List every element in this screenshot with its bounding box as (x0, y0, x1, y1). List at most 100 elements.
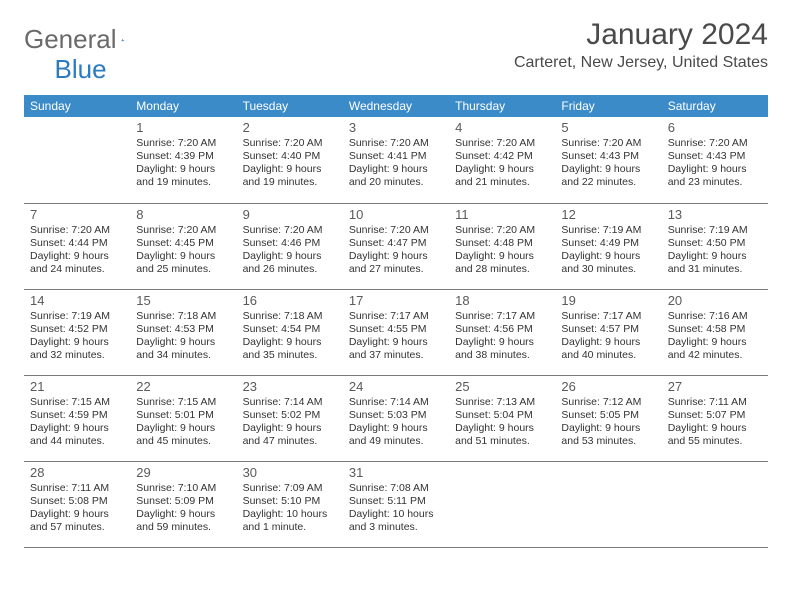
daylight-line: Daylight: 9 hours and 27 minutes. (349, 250, 443, 276)
sunrise-line: Sunrise: 7:20 AM (561, 137, 655, 150)
day-details: Sunrise: 7:19 AMSunset: 4:49 PMDaylight:… (561, 224, 655, 277)
day-details: Sunrise: 7:20 AMSunset: 4:42 PMDaylight:… (455, 137, 549, 190)
sunset-line: Sunset: 4:57 PM (561, 323, 655, 336)
day-number: 23 (243, 379, 337, 394)
sunrise-line: Sunrise: 7:09 AM (243, 482, 337, 495)
sunrise-line: Sunrise: 7:19 AM (668, 224, 762, 237)
daylight-line: Daylight: 9 hours and 42 minutes. (668, 336, 762, 362)
day-number: 28 (30, 465, 124, 480)
sunset-line: Sunset: 4:47 PM (349, 237, 443, 250)
sunrise-line: Sunrise: 7:20 AM (349, 137, 443, 150)
sunset-line: Sunset: 4:55 PM (349, 323, 443, 336)
day-number: 1 (136, 120, 230, 135)
calendar-day-cell: 1Sunrise: 7:20 AMSunset: 4:39 PMDaylight… (130, 117, 236, 203)
calendar-day-cell: 29Sunrise: 7:10 AMSunset: 5:09 PMDayligh… (130, 461, 236, 547)
sunset-line: Sunset: 4:43 PM (561, 150, 655, 163)
title-block: January 2024 Carteret, New Jersey, Unite… (514, 18, 768, 72)
sunset-line: Sunset: 4:46 PM (243, 237, 337, 250)
day-details: Sunrise: 7:18 AMSunset: 4:54 PMDaylight:… (243, 310, 337, 363)
calendar-day-cell: 30 Sunrise: 7:09 AMSunset: 5:10 PMDayligh… (237, 461, 343, 547)
daylight-line: Daylight: 9 hours and 35 minutes. (243, 336, 337, 362)
day-number: 15 (136, 293, 230, 308)
sunset-line: Sunset: 4:41 PM (349, 150, 443, 163)
daylight-line: Daylight: 9 hours and 51 minutes. (455, 422, 549, 448)
sunset-line: Sunset: 5:10 PM (243, 495, 337, 508)
sunset-line: Sunset: 5:11 PM (349, 495, 443, 508)
daylight-line: Daylight: 9 hours and 47 minutes. (243, 422, 337, 448)
day-number: 11 (455, 207, 549, 222)
day-details: Sunrise: 7:20 AMSunset: 4:41 PMDaylight:… (349, 137, 443, 190)
sunrise-line: Sunrise: 7:20 AM (455, 137, 549, 150)
weekday-header: Saturday (662, 95, 768, 117)
sunset-line: Sunset: 4:48 PM (455, 237, 549, 250)
sunset-line: Sunset: 4:42 PM (455, 150, 549, 163)
calendar-day-cell: 13 Sunrise: 7:19 AMSunset: 4:50 PMDayligh… (662, 203, 768, 289)
day-number: 13 (668, 207, 762, 222)
sunset-line: Sunset: 4:45 PM (136, 237, 230, 250)
calendar-empty-cell (24, 117, 130, 203)
sunset-line: Sunset: 4:58 PM (668, 323, 762, 336)
calendar-day-cell: 15 Sunrise: 7:18 AMSunset: 4:53 PMDayligh… (130, 289, 236, 375)
sunset-line: Sunset: 5:02 PM (243, 409, 337, 422)
day-number: 25 (455, 379, 549, 394)
daylight-line: Daylight: 9 hours and 19 minutes. (136, 163, 230, 189)
daylight-line: Daylight: 9 hours and 57 minutes. (30, 508, 124, 534)
sunrise-line: Sunrise: 7:12 AM (561, 396, 655, 409)
daylight-line: Daylight: 9 hours and 44 minutes. (30, 422, 124, 448)
daylight-line: Daylight: 9 hours and 28 minutes. (455, 250, 549, 276)
calendar-day-cell: 4 Sunrise: 7:20 AMSunset: 4:42 PMDaylight… (449, 117, 555, 203)
sunset-line: Sunset: 4:40 PM (243, 150, 337, 163)
calendar-day-cell: 21Sunrise: 7:15 AMSunset: 4:59 PMDayligh… (24, 375, 130, 461)
calendar-day-cell: 6Sunrise: 7:20 AMSunset: 4:43 PMDaylight… (662, 117, 768, 203)
sunrise-line: Sunrise: 7:20 AM (668, 137, 762, 150)
day-details: Sunrise: 7:18 AMSunset: 4:53 PMDaylight:… (136, 310, 230, 363)
day-number: 10 (349, 207, 443, 222)
day-number: 21 (30, 379, 124, 394)
daylight-line: Daylight: 9 hours and 24 minutes. (30, 250, 124, 276)
daylight-line: Daylight: 9 hours and 30 minutes. (561, 250, 655, 276)
sunrise-line: Sunrise: 7:08 AM (349, 482, 443, 495)
weekday-header: Wednesday (343, 95, 449, 117)
day-number: 2 (243, 120, 337, 135)
day-details: Sunrise: 7:20 AMSunset: 4:45 PMDaylight:… (136, 224, 230, 277)
sunset-line: Sunset: 5:05 PM (561, 409, 655, 422)
sunrise-line: Sunrise: 7:19 AM (561, 224, 655, 237)
calendar-table: SundayMondayTuesdayWednesdayThursdayFrid… (24, 95, 768, 548)
daylight-line: Daylight: 9 hours and 37 minutes. (349, 336, 443, 362)
calendar-week-row: 21Sunrise: 7:15 AMSunset: 4:59 PMDayligh… (24, 375, 768, 461)
sunrise-line: Sunrise: 7:20 AM (243, 137, 337, 150)
calendar-body: 1Sunrise: 7:20 AMSunset: 4:39 PMDaylight… (24, 117, 768, 547)
sunset-line: Sunset: 4:56 PM (455, 323, 549, 336)
sunset-line: Sunset: 5:08 PM (30, 495, 124, 508)
sunset-line: Sunset: 4:43 PM (668, 150, 762, 163)
day-details: Sunrise: 7:20 AMSunset: 4:43 PMDaylight:… (561, 137, 655, 190)
day-number: 3 (349, 120, 443, 135)
day-number: 4 (455, 120, 549, 135)
sunset-line: Sunset: 4:44 PM (30, 237, 124, 250)
calendar-day-cell: 14Sunrise: 7:19 AMSunset: 4:52 PMDayligh… (24, 289, 130, 375)
daylight-line: Daylight: 9 hours and 22 minutes. (561, 163, 655, 189)
sunset-line: Sunset: 4:52 PM (30, 323, 124, 336)
day-details: Sunrise: 7:20 AMSunset: 4:46 PMDaylight:… (243, 224, 337, 277)
day-details: Sunrise: 7:19 AMSunset: 4:50 PMDaylight:… (668, 224, 762, 277)
daylight-line: Daylight: 9 hours and 59 minutes. (136, 508, 230, 534)
sunset-line: Sunset: 4:50 PM (668, 237, 762, 250)
sunrise-line: Sunrise: 7:20 AM (136, 137, 230, 150)
day-number: 20 (668, 293, 762, 308)
daylight-line: Daylight: 10 hours and 1 minute. (243, 508, 337, 534)
calendar-day-cell: 5 Sunrise: 7:20 AMSunset: 4:43 PMDaylight… (555, 117, 661, 203)
day-number: 17 (349, 293, 443, 308)
calendar-day-cell: 23Sunrise: 7:14 AMSunset: 5:02 PMDayligh… (237, 375, 343, 461)
calendar-day-cell: 27Sunrise: 7:11 AMSunset: 5:07 PMDayligh… (662, 375, 768, 461)
calendar-week-row: 7Sunrise: 7:20 AMSunset: 4:44 PMDaylight… (24, 203, 768, 289)
weekday-header: Thursday (449, 95, 555, 117)
day-number: 5 (561, 120, 655, 135)
daylight-line: Daylight: 9 hours and 25 minutes. (136, 250, 230, 276)
sunrise-line: Sunrise: 7:20 AM (30, 224, 124, 237)
weekday-header: Friday (555, 95, 661, 117)
day-details: Sunrise: 7:10 AMSunset: 5:09 PMDaylight:… (136, 482, 230, 535)
day-details: Sunrise: 7:11 AMSunset: 5:07 PMDaylight:… (668, 396, 762, 449)
day-number: 30 (243, 465, 337, 480)
day-number: 8 (136, 207, 230, 222)
sunrise-line: Sunrise: 7:10 AM (136, 482, 230, 495)
